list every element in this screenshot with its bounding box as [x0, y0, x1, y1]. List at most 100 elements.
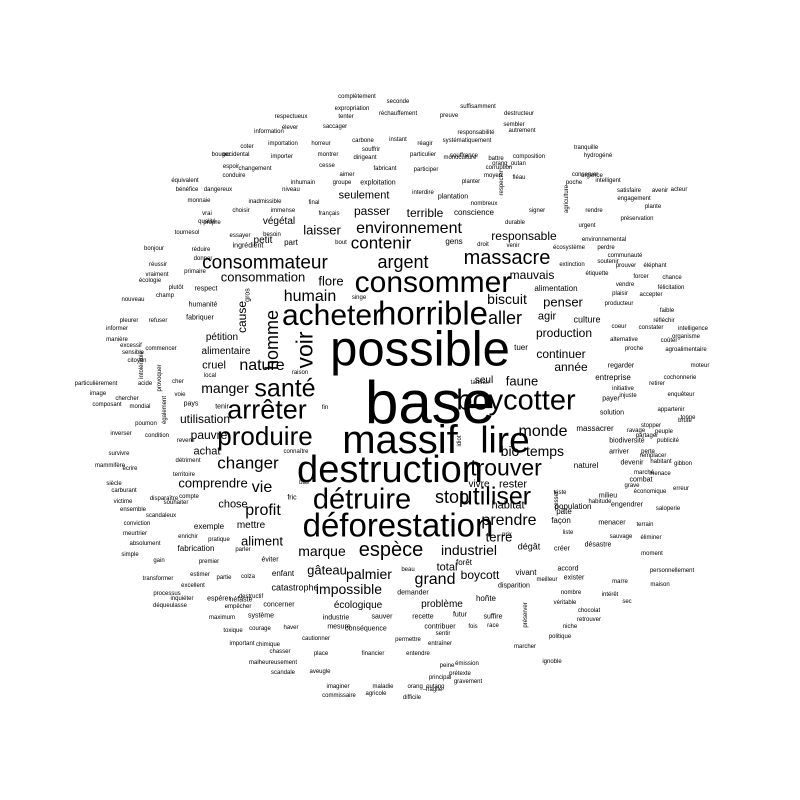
word-cochonnerie: cochonnerie: [663, 375, 697, 381]
word-nouveau: nouveau: [121, 297, 145, 303]
word-transformer: transformer: [142, 576, 174, 582]
word-cause: cause: [235, 300, 249, 334]
word-ravage: ravage: [626, 428, 646, 434]
word-perdre: perdre: [597, 245, 615, 251]
word-economique: économique: [633, 489, 667, 495]
word-hydrogene: hydrogéné: [583, 153, 613, 159]
word-satisfaire: satisfaire: [616, 188, 642, 194]
word-palmier: palmier: [346, 566, 392, 582]
word-refuser: refuser: [148, 318, 168, 324]
word-qualite: qualité: [198, 219, 216, 225]
word-biscuit: biscuit: [487, 291, 527, 307]
word-gros: gros: [244, 288, 252, 302]
word-carburant: carburant: [111, 488, 137, 494]
word-planter: planter: [461, 179, 481, 185]
word-cher: cher: [172, 379, 184, 385]
word-preuve: preuve: [439, 113, 459, 119]
word-territoire: territoire: [172, 472, 196, 478]
word-aveugle: aveugle: [309, 669, 331, 675]
word-enqueteur: enquêteur: [667, 392, 695, 398]
word-egalement: également: [162, 395, 168, 425]
word-population: population: [554, 502, 592, 511]
word-industriel: industriel: [440, 542, 498, 558]
word-massif: massif: [342, 418, 458, 462]
word-exemple: exemple: [193, 522, 225, 531]
word-accepter: accepter: [639, 292, 663, 298]
word-espoir: espoir: [222, 164, 240, 170]
word-fragile: fragile: [425, 687, 443, 693]
word-interdire: interdire: [412, 190, 434, 196]
word-corruption: corruption: [485, 165, 513, 171]
word-occidental: occidental: [222, 152, 250, 158]
word-primaire: primaire: [184, 269, 206, 275]
word-changer: changer: [217, 453, 279, 473]
word-respect: respect: [194, 285, 218, 293]
word-erreur: erreur: [672, 486, 690, 492]
word-important: important: [229, 641, 255, 647]
word-simple: simple: [121, 552, 139, 558]
word-impossible: impossible: [315, 581, 383, 597]
word-partie: partie: [216, 575, 232, 581]
word-pate: pâte: [556, 507, 572, 516]
word-importation: importation: [268, 141, 298, 147]
word-groupe: groupe: [332, 180, 352, 186]
word-monoculture: monoculture: [443, 155, 477, 161]
word-soutenir: soutenir: [597, 259, 619, 265]
word-demander: demander: [397, 589, 429, 597]
word-composant: composant: [92, 402, 122, 408]
word-raison: raison: [291, 370, 309, 376]
word-agriculture: agriculture: [564, 184, 570, 214]
word-race: race: [487, 623, 499, 629]
word-enfant: enfant: [271, 569, 295, 578]
word-fabrication: fabrication: [177, 544, 215, 553]
word-part: part: [284, 238, 298, 247]
word-sec: sec: [622, 599, 632, 605]
word-grand: grand: [414, 571, 456, 588]
word-liste: liste: [562, 530, 574, 536]
word-aimer: aimer: [339, 172, 355, 178]
word-compte: compte: [179, 494, 199, 500]
word-intolerable: intolérable: [139, 351, 145, 379]
word-maison: maison: [650, 582, 670, 588]
word-continuer: continuer: [536, 347, 586, 361]
word-alimentaire: alimentaire: [201, 346, 251, 357]
word-siecle: siècle: [106, 481, 122, 487]
word-petit: petit: [253, 235, 273, 246]
word-niche: niche: [562, 624, 578, 630]
word-lire: lire: [480, 419, 530, 461]
word-orang-outan: orang_outan: [492, 161, 526, 167]
word-bio: bio: [500, 443, 520, 459]
word-reagir: réagir: [417, 141, 433, 147]
word-habitude: habitude: [588, 499, 612, 505]
word-sauver: sauver: [371, 613, 393, 621]
word-remplacer: remplacer: [639, 453, 667, 459]
word-orang-outang: orang_outang: [407, 684, 445, 690]
word-desastre: désastre: [584, 541, 612, 549]
word-consommateur: consommateur: [202, 252, 328, 274]
word-base: base: [364, 369, 496, 436]
word-disparition: disparition: [498, 582, 530, 590]
word-poche: poche: [565, 180, 583, 186]
word-fabricant: fabricant: [373, 166, 397, 172]
word-destruction: destruction: [297, 449, 483, 491]
word-respectueux: respectueux: [274, 114, 308, 120]
word-injuste: injuste: [619, 393, 637, 399]
word-contribuer: contribuer: [424, 623, 456, 631]
word-nombre: nombre: [560, 590, 582, 596]
word-francais: français: [318, 211, 340, 217]
word-consequence: conséquence: [345, 625, 387, 633]
word-conserver: conserver: [571, 172, 599, 178]
word-exister: exister: [563, 574, 585, 582]
word-tartiner: tartiner: [470, 380, 490, 386]
word-combat: combat: [629, 476, 653, 484]
word-marcher: marcher: [513, 644, 537, 650]
word-reduire: réduire: [191, 247, 211, 253]
word-alternative: alternative: [610, 337, 638, 343]
word-agricole: agricole: [365, 691, 387, 697]
word-boycott: boycott: [460, 568, 500, 582]
word-chasser: chasser: [269, 649, 291, 655]
word-expropriation: expropriation: [334, 106, 370, 112]
word-idiot: idiot: [457, 435, 463, 447]
word-participer: participer: [413, 167, 439, 173]
word-massacrer: massacrer: [576, 424, 614, 433]
